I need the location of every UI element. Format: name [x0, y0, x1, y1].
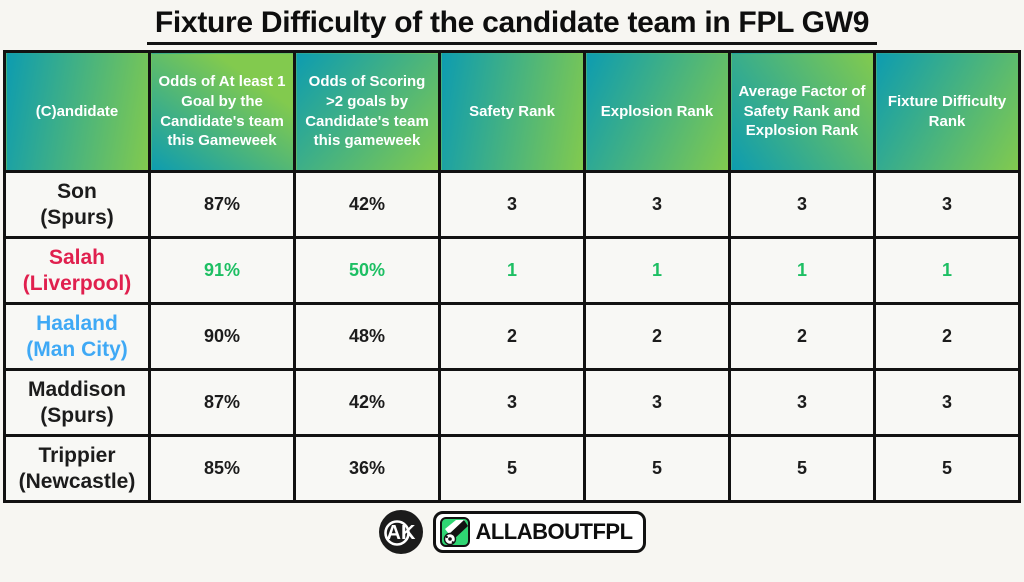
table-row-trippier: Trippier (Newcastle) 85% 36% 5 5 5 5	[3, 434, 1021, 503]
cell-safety-rank: 1	[438, 236, 586, 305]
cell-safety-rank: 3	[438, 368, 586, 437]
player-team: (Spurs)	[40, 403, 114, 427]
cell-explosion-rank: 3	[583, 170, 731, 239]
cell-explosion-rank: 2	[583, 302, 731, 371]
cell-fixture-difficulty: 5	[873, 434, 1021, 503]
player-team: (Liverpool)	[22, 271, 132, 295]
col-header-explosion-rank: Explosion Rank	[583, 50, 731, 173]
player-team: (Newcastle)	[18, 469, 136, 493]
cell-odds-goal: 90%	[148, 302, 296, 371]
cell-fixture-difficulty: 3	[873, 368, 1021, 437]
player-name: Trippier	[38, 444, 116, 468]
player-team: (Spurs)	[40, 205, 114, 229]
col-header-candidate: (C)andidate	[3, 50, 151, 173]
page-header: Fixture Difficulty of the candidate team…	[0, 6, 1024, 45]
cell-explosion-rank: 1	[583, 236, 731, 305]
cell-odds-goal: 85%	[148, 434, 296, 503]
header-row: (C)andidate Odds of At least 1 Goal by t…	[3, 50, 1021, 173]
ak-monogram-text: AK	[387, 522, 416, 544]
player-name: Son	[57, 180, 97, 204]
cell-odds-goal: 87%	[148, 170, 296, 239]
player-name: Salah	[48, 246, 106, 270]
allaboutfpl-brand-text: ALLABOUTFPL	[475, 519, 633, 544]
col-header-average-factor: Average Factor of Safety Rank and Explos…	[728, 50, 876, 173]
cell-safety-rank: 3	[438, 170, 586, 239]
candidate-name: Son (Spurs)	[3, 170, 151, 239]
cell-explosion-rank: 5	[583, 434, 731, 503]
cell-odds-2goals: 42%	[293, 368, 441, 437]
candidate-name: Trippier (Newcastle)	[3, 434, 151, 503]
table-row-salah: Salah (Liverpool) 91% 50% 1 1 1 1	[3, 236, 1021, 305]
candidate-name: Maddison (Spurs)	[3, 368, 151, 437]
footer: AK ALLABOUTFPL	[0, 508, 1024, 556]
candidate-name: Salah (Liverpool)	[3, 236, 151, 305]
allaboutfpl-badge: ALLABOUTFPL	[433, 511, 646, 553]
cell-safety-rank: 5	[438, 434, 586, 503]
cell-odds-goal: 91%	[148, 236, 296, 305]
cell-fixture-difficulty: 3	[873, 170, 1021, 239]
table-row-son: Son (Spurs) 87% 42% 3 3 3 3	[3, 170, 1021, 239]
cell-odds-goal: 87%	[148, 368, 296, 437]
cell-odds-2goals: 48%	[293, 302, 441, 371]
table-row-haaland: Haaland (Man City) 90% 48% 2 2 2 2	[3, 302, 1021, 371]
cell-fixture-difficulty: 2	[873, 302, 1021, 371]
cell-fixture-difficulty: 1	[873, 236, 1021, 305]
table-header: (C)andidate Odds of At least 1 Goal by t…	[3, 50, 1021, 173]
player-name: Maddison	[28, 378, 126, 402]
col-header-safety-rank: Safety Rank	[438, 50, 586, 173]
cell-average-factor: 3	[728, 170, 876, 239]
cell-odds-2goals: 36%	[293, 434, 441, 503]
table-row-maddison: Maddison (Spurs) 87% 42% 3 3 3 3	[3, 368, 1021, 437]
cell-odds-2goals: 42%	[293, 170, 441, 239]
table-body: Son (Spurs) 87% 42% 3 3 3 3 Salah (Liver…	[3, 170, 1021, 503]
cell-safety-rank: 2	[438, 302, 586, 371]
ak-monogram-icon: AK	[379, 510, 424, 554]
col-header-odds-goal: Odds of At least 1 Goal by the Candidate…	[148, 50, 296, 173]
cell-average-factor: 2	[728, 302, 876, 371]
allaboutfpl-boot-ball-icon	[440, 517, 471, 547]
col-header-odds-2goals: Odds of Scoring >2 goals by Candidate's …	[293, 50, 441, 173]
fixture-difficulty-table: (C)andidate Odds of At least 1 Goal by t…	[3, 50, 1021, 503]
candidate-name: Haaland (Man City)	[3, 302, 151, 371]
player-team: (Man City)	[26, 337, 128, 361]
cell-average-factor: 3	[728, 368, 876, 437]
cell-explosion-rank: 3	[583, 368, 731, 437]
cell-average-factor: 1	[728, 236, 876, 305]
player-name: Haaland	[36, 312, 118, 336]
col-header-fixture-difficulty: Fixture Difficulty Rank	[873, 50, 1021, 173]
page-title: Fixture Difficulty of the candidate team…	[146, 6, 878, 45]
cell-average-factor: 5	[728, 434, 876, 503]
cell-odds-2goals: 50%	[293, 236, 441, 305]
